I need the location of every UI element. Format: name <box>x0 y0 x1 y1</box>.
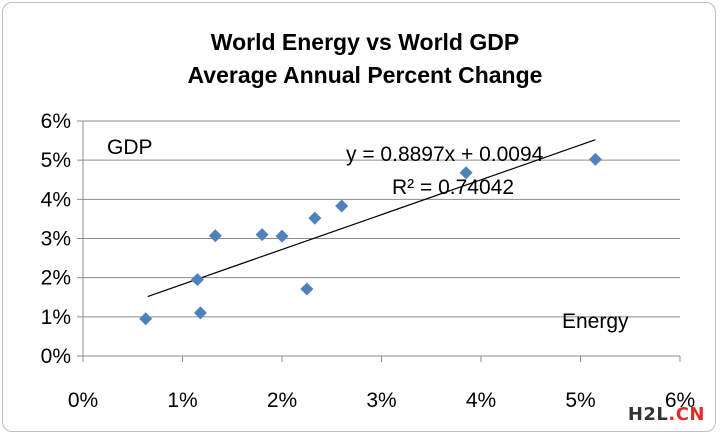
trendline <box>147 139 596 298</box>
data-point <box>459 166 473 180</box>
r-squared-label: R² = 0.74042 <box>392 176 514 199</box>
x-tick-label: 3% <box>366 389 396 412</box>
tick-labels: 0% 1% 2% 3% 4% 5% 6% 0% 1% 2% 3% 4% 5% 6% <box>41 110 696 412</box>
data-point <box>193 306 207 320</box>
data-point <box>139 312 153 326</box>
chart-subtitle: Average Annual Percent Change <box>188 62 543 88</box>
data-point <box>308 211 322 225</box>
y-tick-label: 2% <box>41 267 71 290</box>
x-tick-label: 2% <box>267 389 297 412</box>
data-point <box>190 273 204 287</box>
scatter-chart: World Energy vs World GDP Average Annual… <box>41 29 696 412</box>
x-tick-label: 0% <box>68 389 98 412</box>
y-tick-label: 6% <box>41 110 71 133</box>
chart-title: World Energy vs World GDP <box>211 29 519 55</box>
data-point <box>335 199 349 213</box>
y-tick-label: 1% <box>41 306 71 329</box>
data-point <box>208 229 222 243</box>
data-point <box>588 152 602 166</box>
y-tick-label: 3% <box>41 228 71 251</box>
y-tick-label: 0% <box>41 345 71 368</box>
y-axis-title: GDP <box>107 136 153 159</box>
y-tick-label: 5% <box>41 149 71 172</box>
y-tick-label: 4% <box>41 188 71 211</box>
data-points <box>139 152 602 326</box>
x-tick-label: 1% <box>167 389 197 412</box>
axes <box>77 120 681 362</box>
watermark-logo: H2L.CN <box>627 404 705 425</box>
trendline-equation: y = 0.8897x + 0.0094 <box>346 143 544 166</box>
x-axis-title: Energy <box>562 310 629 333</box>
trendline-group <box>147 139 596 298</box>
data-point <box>300 282 314 296</box>
x-tick-label: 6% <box>665 389 695 412</box>
x-tick-label: 5% <box>565 389 595 412</box>
data-point <box>275 229 289 243</box>
gridlines <box>83 120 680 318</box>
x-tick-label: 4% <box>466 389 496 412</box>
data-point <box>255 228 269 242</box>
